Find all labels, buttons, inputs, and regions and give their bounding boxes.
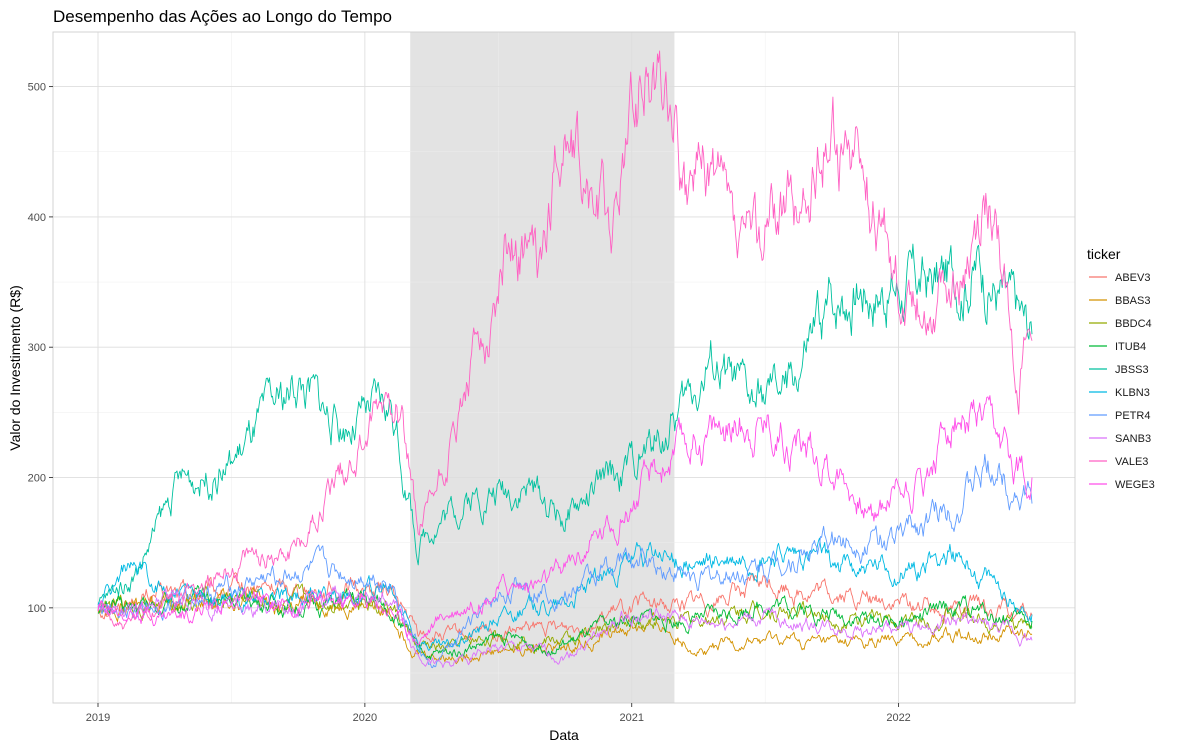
highlight-period-band <box>410 32 675 703</box>
legend-label-jbss3: JBSS3 <box>1115 364 1149 376</box>
series-line-vale3 <box>97 50 1033 630</box>
legend-label-vale3: VALE3 <box>1115 456 1148 468</box>
series-line-wege3 <box>97 395 1033 646</box>
series-line-jbss3 <box>97 243 1033 604</box>
series-line-sanb3 <box>97 585 1033 668</box>
y-tick-label: 200 <box>28 473 46 485</box>
legend-label-petr4: PETR4 <box>1115 410 1150 422</box>
series-lines <box>97 50 1033 669</box>
legend-label-klbn3: KLBN3 <box>1115 387 1150 399</box>
y-tick-label: 500 <box>28 82 46 94</box>
legend-label-bbdc4: BBDC4 <box>1115 318 1152 330</box>
series-line-itub4 <box>97 585 1033 660</box>
legend-label-abev3: ABEV3 <box>1115 272 1150 284</box>
legend-label-wege3: WEGE3 <box>1115 479 1155 491</box>
plot-panel-border <box>52 31 1076 704</box>
series-line-bbas3 <box>97 587 1033 665</box>
legend-items: ABEV3 BBAS3 BBDC4 ITUB4 JBSS3 KLBN3 PETR4 SANB3… <box>1089 272 1155 491</box>
series-line-petr4 <box>97 453 1033 669</box>
y-tick-label: 400 <box>28 212 46 224</box>
x-tick-label: 2020 <box>353 712 377 724</box>
y-axis-label: Valor do Investimento (R$) <box>7 285 23 450</box>
series-line-klbn3 <box>97 537 1033 653</box>
grid-lines <box>53 32 1075 703</box>
x-axis-ticks: 2019 2020 2021 2022 <box>86 703 911 724</box>
x-tick-label: 2021 <box>619 712 643 724</box>
legend-label-itub4: ITUB4 <box>1115 341 1146 353</box>
y-tick-label: 300 <box>28 342 46 354</box>
legend-title: ticker <box>1087 246 1121 262</box>
series-line-abev3 <box>97 572 1033 643</box>
legend-label-sanb3: SANB3 <box>1115 433 1151 445</box>
x-axis-label: Data <box>549 727 579 743</box>
x-tick-label: 2022 <box>886 712 910 724</box>
legend: ticker ABEV3 BBAS3 BBDC4 ITUB4 JBSS3 KLBN3 PET… <box>1087 246 1155 491</box>
y-tick-label: 100 <box>28 603 46 615</box>
y-axis-ticks: 100 200 300 400 500 <box>28 82 53 615</box>
legend-label-bbas3: BBAS3 <box>1115 295 1150 307</box>
x-tick-label: 2019 <box>86 712 110 724</box>
chart-title: Desempenho das Ações ao Longo do Tempo <box>53 7 392 26</box>
